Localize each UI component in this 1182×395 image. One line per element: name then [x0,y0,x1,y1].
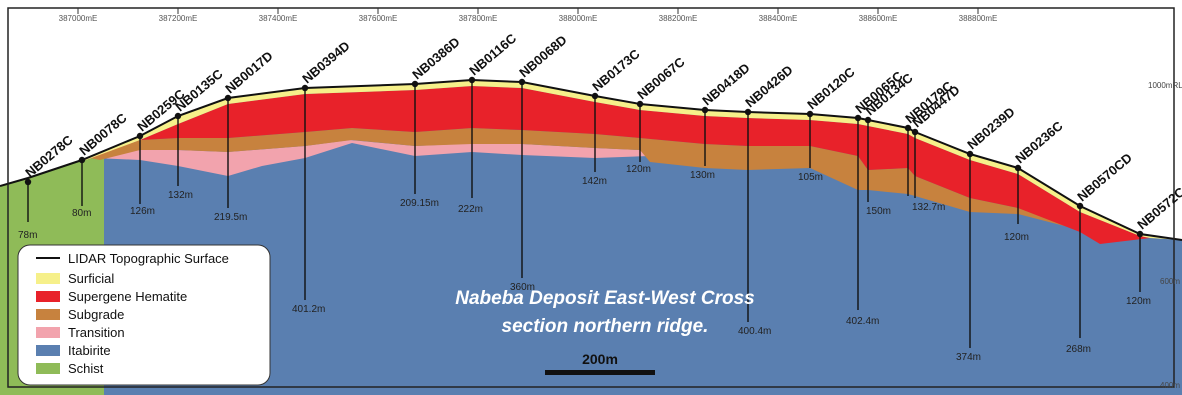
transition-layer [95,140,650,176]
legend-label-schist: Schist [68,361,104,376]
easting-label: 387600mE [359,14,398,23]
legend-swatch-surficial [36,273,60,284]
drillhole-collar [744,108,752,116]
drillhole-depth: 80m [72,208,91,219]
drillhole-collar [78,156,86,164]
easting-label: 388600mE [859,14,898,23]
drillhole-collar [518,78,526,86]
caption-line-1: Nabeba Deposit East-West Cross [455,288,755,309]
legend-box [17,244,271,386]
drillhole-depth: 219.5m [214,212,247,223]
easting-labels: 387000mE 387200mE 387400mE 387600mE 387800mE… [59,8,998,23]
drillhole-depth: 126m [130,206,155,217]
legend-label-topography: LIDAR Topographic Surface [68,251,229,266]
drillhole-depth: 142m [582,176,607,187]
drillhole-collar [468,76,476,84]
easting-label: 387200mE [159,14,198,23]
easting-label: 388000mE [559,14,598,23]
legend: LIDAR Topographic Surface Surficial Supe… [17,244,271,386]
legend-swatch-transition [36,327,60,338]
drillhole-collar [301,84,309,92]
drillhole-collar [854,114,862,122]
legend-label-itabirite: Itabirite [68,343,111,358]
drillhole-depth: 78m [18,230,37,241]
drillhole-depth: 400.4m [738,326,771,337]
easting-label: 388400mE [759,14,798,23]
drillhole-collar [1076,202,1084,210]
scale-bar [545,370,655,375]
topographic-surface-line [0,78,1182,241]
easting-label: 388200mE [659,14,698,23]
elevation-label-1000: 1000mRL [1148,81,1182,90]
elevation-label-600: 600m [1160,277,1180,286]
drillhole-collar [911,128,919,136]
drillhole-depth: 105m [798,172,823,183]
drillhole-depth: 130m [690,170,715,181]
drillhole-collar [411,80,419,88]
drillhole-depth: 150m [866,206,891,217]
drillhole-depth: 360m [510,282,535,293]
drillhole-collar [174,112,182,120]
drillhole-collar [1014,164,1022,172]
drillhole-depth: 120m [1126,296,1151,307]
drillhole-collar [904,124,912,132]
legend-swatch-schist [36,363,60,374]
legend-label-hematite: Supergene Hematite [68,289,187,304]
drillhole-collar [864,116,872,124]
legend-label-transition: Transition [68,325,125,340]
hematite-layer [86,86,1150,244]
drillhole-depth: 401.2m [292,304,325,315]
drillhole-depth: 120m [626,164,651,175]
drillhole-collar [136,132,144,140]
easting-label: 387800mE [459,14,498,23]
drillhole-collar [966,150,974,158]
drillhole-collar [1136,230,1144,238]
legend-swatch-itabirite [36,345,60,356]
elevation-label-400: 400m [1160,381,1180,390]
caption-line-2: section northern ridge. [502,316,709,337]
drillhole-collar [24,178,32,186]
drillhole-collar [224,94,232,102]
drillhole-collar [591,92,599,100]
drillhole-depth: 374m [956,352,981,363]
legend-label-subgrade: Subgrade [68,307,124,322]
legend-swatch-hematite [36,291,60,302]
subgrade-layer [90,128,1100,232]
drillhole-depth: 209.15m [400,198,439,209]
drillhole-depth: 120m [1004,232,1029,243]
drillhole-collar [701,106,709,114]
legend-label-surficial: Surficial [68,271,114,286]
drillhole-collar [636,100,644,108]
drillhole-depth: 402.4m [846,316,879,327]
drillhole-depth: 222m [458,204,483,215]
drillhole-depth: 132m [168,190,193,201]
easting-label: 387000mE [59,14,98,23]
scale-bar-label: 200m [582,351,618,367]
drillhole-collar [806,110,814,118]
drillhole-depth: 132.7m [912,202,945,213]
easting-label: 388800mE [959,14,998,23]
easting-label: 387400mE [259,14,298,23]
legend-swatch-subgrade [36,309,60,320]
drillhole-depth: 268m [1066,344,1091,355]
